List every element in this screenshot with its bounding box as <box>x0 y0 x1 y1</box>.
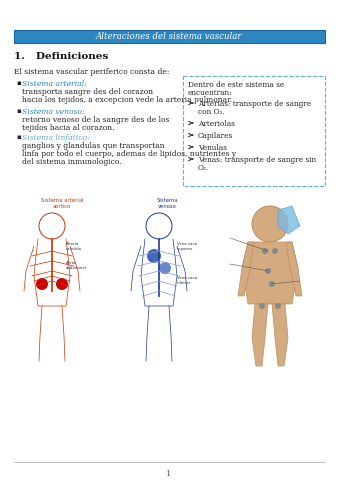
Text: venoso: venoso <box>158 204 176 209</box>
Text: aortico: aortico <box>53 204 71 209</box>
Circle shape <box>159 262 171 274</box>
Text: transporta sangre des del corazon: transporta sangre des del corazon <box>22 88 153 96</box>
Text: Capilares: Capilares <box>198 132 233 140</box>
Bar <box>183 76 325 186</box>
Circle shape <box>269 281 275 287</box>
Text: ▪: ▪ <box>16 134 21 140</box>
Text: Vena cava
inferior: Vena cava inferior <box>177 276 197 285</box>
Circle shape <box>147 249 161 263</box>
Circle shape <box>265 268 271 274</box>
Polygon shape <box>242 242 298 304</box>
Circle shape <box>262 248 268 254</box>
Text: Sistema linfatico:: Sistema linfatico: <box>22 134 90 142</box>
Circle shape <box>259 303 265 309</box>
Text: Sistema venoso:: Sistema venoso: <box>22 108 85 116</box>
Text: Dentro de este sistema se: Dentro de este sistema se <box>188 81 284 89</box>
Text: linfa por todo el cuerpo, ademas de lipidos, nutrientes y: linfa por todo el cuerpo, ademas de lipi… <box>22 150 236 158</box>
Text: O₂.: O₂. <box>198 164 209 172</box>
Text: 1.   Definiciones: 1. Definiciones <box>14 52 108 61</box>
Circle shape <box>36 278 48 290</box>
Text: Arteriolas: Arteriolas <box>198 120 235 128</box>
Text: Alteraciones del sistema vascular: Alteraciones del sistema vascular <box>96 32 242 41</box>
Text: Venas: transporte de sangre sin: Venas: transporte de sangre sin <box>198 156 316 164</box>
Text: ▪: ▪ <box>16 108 21 114</box>
Text: Sistema arterial:: Sistema arterial: <box>22 80 87 88</box>
Text: ganglios y glandulas que transportan: ganglios y glandulas que transportan <box>22 142 165 150</box>
Text: Arteria
carotida: Arteria carotida <box>66 242 82 251</box>
Text: del sistema inmunologico.: del sistema inmunologico. <box>22 158 122 166</box>
Text: El sistema vascular periferico consta de:: El sistema vascular periferico consta de… <box>14 68 170 76</box>
Text: hacia los tejidos, a excepcion vede la arteria pulmonar.: hacia los tejidos, a excepcion vede la a… <box>22 96 232 104</box>
Text: Aorta
abdominal: Aorta abdominal <box>66 261 87 270</box>
Text: encuentran:: encuentran: <box>188 89 233 97</box>
Text: Sistema arterial: Sistema arterial <box>41 198 83 203</box>
Text: 1: 1 <box>166 470 172 478</box>
Text: retorno venoso de la sangre des de los: retorno venoso de la sangre des de los <box>22 116 170 124</box>
Circle shape <box>275 303 281 309</box>
Polygon shape <box>272 304 288 366</box>
Text: ▪: ▪ <box>16 80 21 86</box>
Circle shape <box>56 278 68 290</box>
Text: con O₂.: con O₂. <box>198 108 225 116</box>
Polygon shape <box>278 206 300 234</box>
Circle shape <box>272 248 278 254</box>
Polygon shape <box>286 242 302 296</box>
Bar <box>14 30 325 43</box>
Text: Sistema: Sistema <box>156 198 178 203</box>
Text: Venulas: Venulas <box>198 144 227 152</box>
Circle shape <box>252 206 288 242</box>
Polygon shape <box>238 242 254 296</box>
Polygon shape <box>252 304 268 366</box>
Text: Arterias: transporte de sangre: Arterias: transporte de sangre <box>198 100 311 108</box>
Text: tejidos hacia al corazon.: tejidos hacia al corazon. <box>22 124 115 132</box>
Text: Vena cava
superior: Vena cava superior <box>177 242 197 251</box>
